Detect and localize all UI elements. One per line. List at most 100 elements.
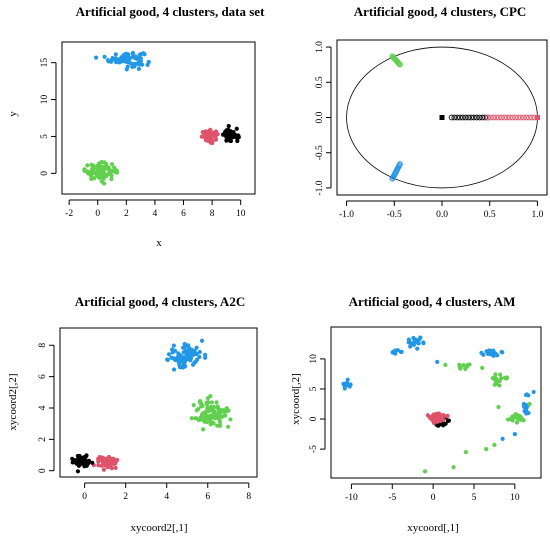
x-tick-label: 10 — [510, 493, 520, 503]
data-point — [82, 455, 87, 460]
data-point — [499, 349, 504, 355]
y-tick-label: 10 — [309, 354, 319, 364]
data-point — [345, 377, 350, 382]
x-tick-label: 6 — [205, 492, 210, 502]
data-point — [208, 128, 213, 133]
data-point — [515, 413, 520, 418]
data-point — [102, 462, 107, 467]
data-point — [496, 404, 501, 410]
data-point — [463, 450, 468, 455]
x-tick-label: -1.0 — [339, 210, 354, 220]
data-point — [512, 114, 519, 121]
data-point — [437, 415, 442, 420]
data-point — [104, 161, 109, 166]
data-point — [514, 420, 520, 425]
x-axis-label: x — [156, 237, 162, 249]
data-point — [480, 365, 485, 371]
data-point — [201, 134, 206, 139]
data-point — [498, 372, 503, 377]
points-layer — [341, 335, 536, 474]
data-point — [341, 381, 346, 386]
data-point — [109, 162, 115, 167]
data-point — [93, 171, 98, 176]
data-point — [479, 350, 484, 355]
y-tick-label: -5 — [309, 445, 319, 453]
data-point — [215, 405, 220, 411]
data-point — [211, 404, 217, 410]
data-point — [448, 114, 455, 121]
x-tick-label: 1.0 — [532, 210, 544, 220]
data-point — [523, 408, 529, 413]
data-point — [482, 114, 488, 121]
data-point — [192, 360, 197, 365]
data-point — [226, 133, 231, 138]
data-point — [111, 456, 116, 461]
data-point — [213, 137, 218, 142]
data-point — [459, 114, 466, 121]
chart-title: Artificial good, 4 clusters, A2C — [75, 294, 245, 309]
data-point — [493, 351, 498, 356]
data-point — [422, 469, 428, 474]
data-point — [528, 114, 535, 121]
data-point — [106, 59, 111, 64]
data-point — [512, 431, 517, 437]
data-point — [185, 354, 190, 359]
data-point — [344, 381, 350, 387]
data-point — [109, 173, 114, 178]
data-point — [215, 132, 220, 137]
data-point — [125, 64, 130, 69]
data-point — [102, 54, 107, 59]
data-point — [446, 418, 451, 423]
data-point — [509, 114, 516, 121]
data-point — [226, 424, 231, 429]
data-point — [75, 469, 81, 474]
data-point — [188, 358, 193, 363]
data-point — [501, 114, 508, 121]
data-point — [139, 51, 144, 57]
x-tick-label: -2 — [65, 209, 73, 219]
y-tick-label: 10 — [40, 95, 50, 105]
data-point — [218, 423, 223, 428]
x-tick-label: 4 — [164, 492, 169, 502]
data-point — [133, 56, 138, 61]
data-point — [484, 447, 489, 452]
data-point — [215, 423, 220, 428]
plot-frame — [61, 41, 256, 195]
data-point — [127, 56, 132, 61]
x-tick-label: -0.5 — [387, 210, 402, 220]
data-point — [435, 359, 440, 364]
data-point — [142, 52, 147, 57]
data-point — [208, 422, 213, 427]
data-point — [465, 114, 472, 121]
data-point — [520, 114, 527, 121]
y-tick-label: 0.0 — [315, 111, 325, 123]
data-point — [451, 465, 456, 470]
data-point — [112, 461, 118, 466]
data-point — [113, 52, 118, 57]
data-point — [396, 61, 403, 67]
data-point — [458, 365, 463, 371]
data-point — [342, 386, 347, 391]
data-point — [200, 427, 206, 432]
y-tick-label: 0.5 — [315, 76, 325, 88]
x-tick-label: 10 — [236, 209, 246, 219]
y-tick-label: 6 — [38, 374, 48, 379]
data-point — [517, 114, 524, 121]
points-layer — [70, 338, 233, 474]
data-point — [504, 114, 510, 121]
data-point — [493, 114, 499, 121]
data-point — [505, 417, 511, 422]
data-point — [109, 466, 115, 471]
data-point — [397, 61, 403, 68]
data-point — [97, 175, 102, 180]
x-tick-label: 0 — [95, 209, 100, 219]
data-point — [192, 351, 197, 357]
data-point — [221, 409, 226, 414]
data-point — [80, 459, 85, 464]
data-point — [468, 114, 474, 121]
data-point — [171, 367, 177, 372]
data-point — [451, 114, 458, 121]
data-point — [102, 166, 107, 171]
data-point — [140, 62, 145, 67]
data-point — [430, 417, 435, 423]
